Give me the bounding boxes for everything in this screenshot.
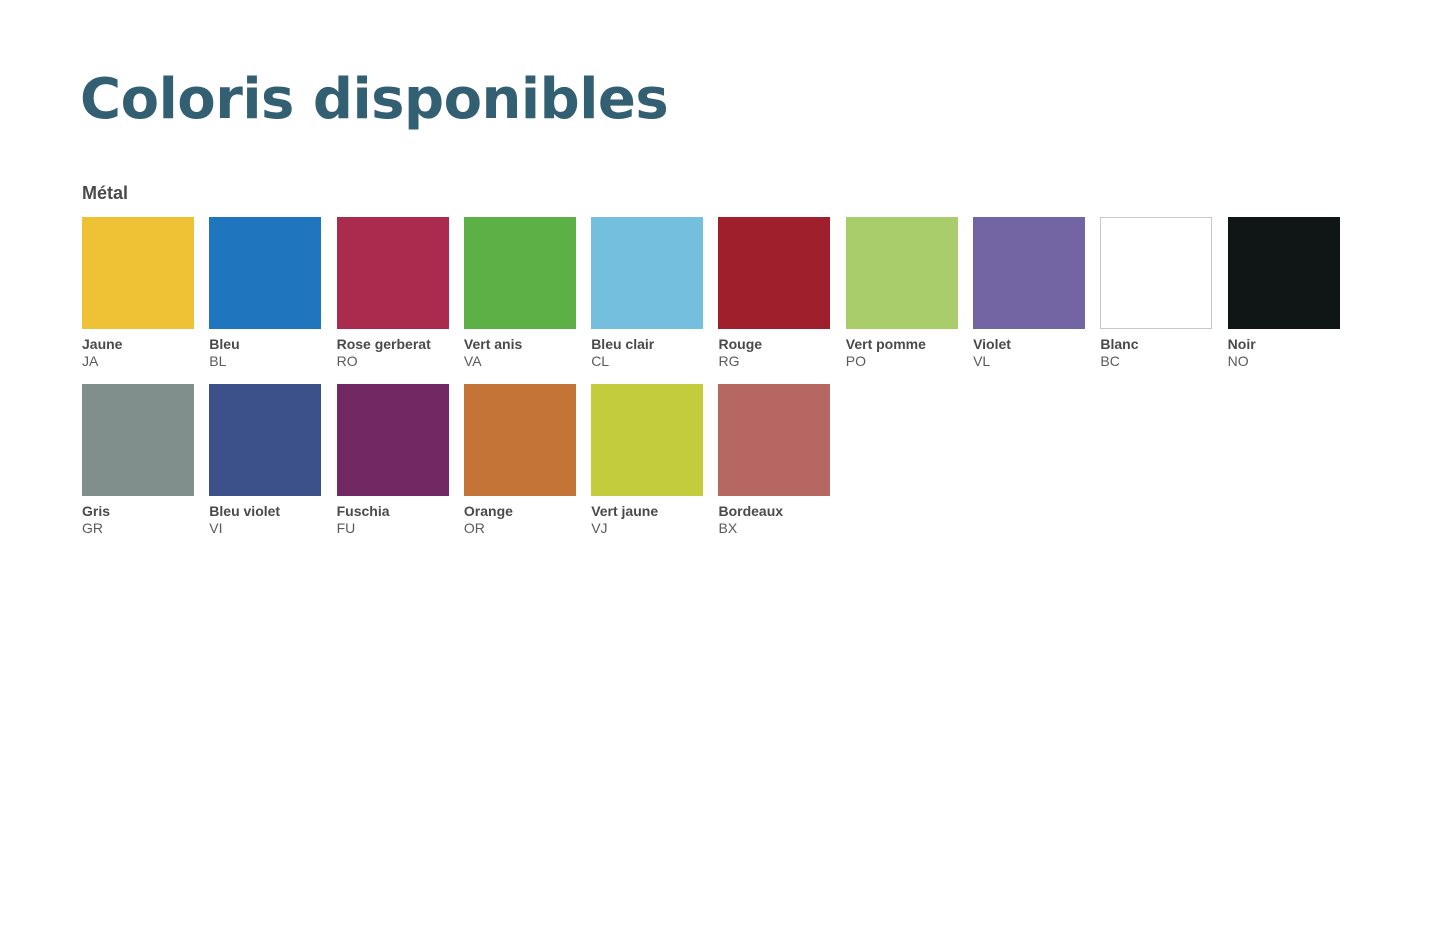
color-swatch-box xyxy=(1100,217,1213,329)
color-swatch-box xyxy=(82,384,194,496)
color-name: Bleu violet xyxy=(209,503,281,519)
color-code: BL xyxy=(209,353,227,369)
color-code: RG xyxy=(718,353,740,369)
color-swatch: Rose gerberat RO xyxy=(336,217,449,369)
color-swatch-box xyxy=(209,384,322,496)
color-code: RO xyxy=(336,353,358,369)
color-code: NO xyxy=(1227,353,1249,369)
color-swatch-box xyxy=(463,384,576,496)
color-name: Rose gerberat xyxy=(336,336,431,352)
color-swatch-box xyxy=(718,217,831,329)
color-name: Bleu xyxy=(209,336,240,352)
color-swatch-box xyxy=(591,217,704,329)
color-swatch: Gris GR xyxy=(82,384,194,536)
color-code: FU xyxy=(336,520,356,536)
color-swatch-box xyxy=(336,384,449,496)
color-name: Bleu clair xyxy=(591,336,655,352)
color-swatch: Violet VL xyxy=(973,217,1086,369)
color-swatch: Fuschia FU xyxy=(336,384,449,536)
color-swatch-box xyxy=(463,217,576,329)
color-swatch: Jaune JA xyxy=(82,217,194,369)
color-swatch: Vert jaune VJ xyxy=(591,384,704,536)
color-swatch-box xyxy=(336,217,449,329)
page-title: Coloris disponibles xyxy=(80,67,669,132)
color-swatch: Rouge RG xyxy=(718,217,831,369)
color-name: Noir xyxy=(1227,336,1256,352)
color-swatch-box xyxy=(209,217,322,329)
color-swatch: Bleu violet VI xyxy=(209,384,322,536)
color-code: BX xyxy=(718,520,738,536)
color-code: VA xyxy=(463,353,482,369)
color-name: Vert pomme xyxy=(845,336,926,352)
color-code: CL xyxy=(591,353,610,369)
color-name: Violet xyxy=(973,336,1011,352)
color-name: Blanc xyxy=(1100,336,1139,352)
color-code: PO xyxy=(845,353,867,369)
color-swatch-box xyxy=(973,217,1086,329)
color-name: Jaune xyxy=(82,336,123,352)
color-code: GR xyxy=(82,520,103,536)
color-swatch: Vert anis VA xyxy=(463,217,576,369)
color-swatch: Orange OR xyxy=(463,384,576,536)
color-name: Bordeaux xyxy=(718,503,784,519)
color-code: VI xyxy=(209,520,223,536)
color-name: Rouge xyxy=(718,336,763,352)
color-swatch: Bordeaux BX xyxy=(718,384,831,536)
color-swatch: Bleu clair CL xyxy=(591,217,704,369)
color-swatch-box xyxy=(718,384,831,496)
color-code: OR xyxy=(463,520,485,536)
color-swatch-box xyxy=(82,217,194,329)
color-swatch-box xyxy=(1227,217,1340,329)
color-code: VL xyxy=(973,353,991,369)
color-name: Orange xyxy=(463,503,513,519)
color-name: Vert anis xyxy=(463,336,523,352)
color-name: Fuschia xyxy=(336,503,390,519)
color-code: JA xyxy=(82,353,99,369)
color-code: VJ xyxy=(591,520,608,536)
color-swatch-grid: Jaune JA Bleu BL Rose gerberat RO Vert a… xyxy=(82,217,1342,536)
color-code: BC xyxy=(1100,353,1120,369)
color-name: Gris xyxy=(82,503,111,519)
color-swatch: Vert pomme PO xyxy=(845,217,958,369)
color-swatch: Noir NO xyxy=(1227,217,1340,369)
color-swatch-box xyxy=(845,217,958,329)
color-swatch: Blanc BC xyxy=(1100,217,1213,369)
color-swatch-box xyxy=(591,384,704,496)
color-name: Vert jaune xyxy=(591,503,659,519)
section-title-metal: Métal xyxy=(82,183,129,203)
color-swatch: Bleu BL xyxy=(209,217,322,369)
